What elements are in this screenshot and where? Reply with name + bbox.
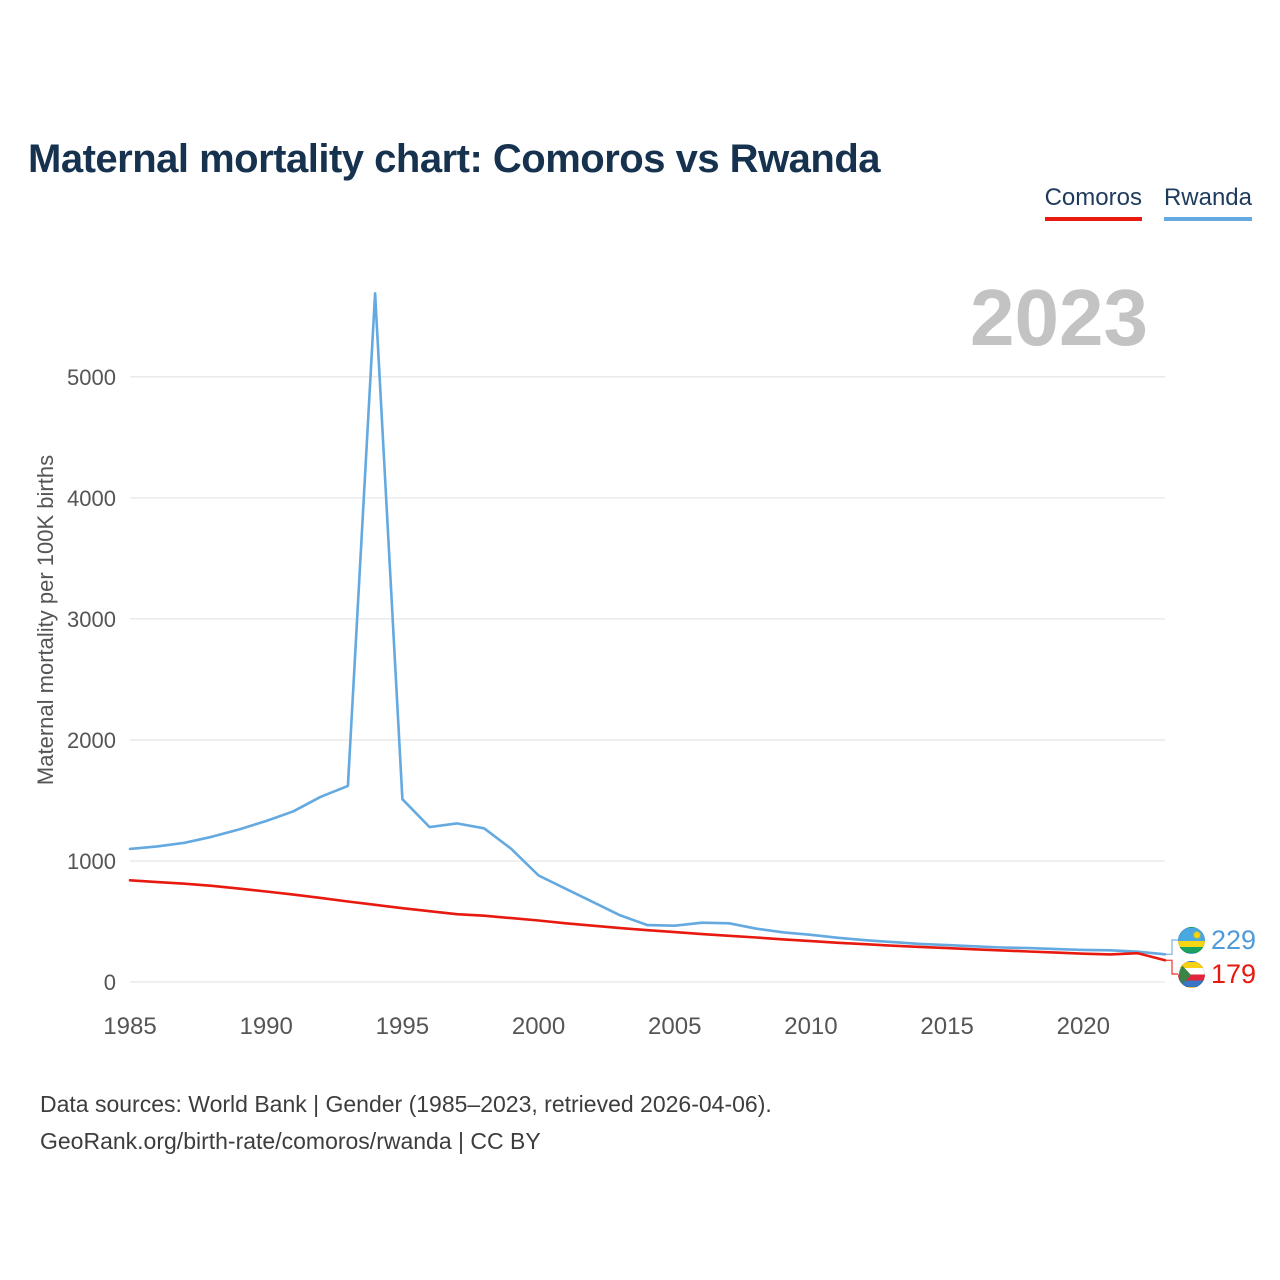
- series-line-rwanda: [128, 291, 1167, 956]
- end-connector-comoros: [1165, 959, 1178, 975]
- source-footer: Data sources: World Bank | Gender (1985–…: [40, 1086, 772, 1160]
- year-watermark: 2023: [970, 273, 1148, 362]
- source-line-1: Data sources: World Bank | Gender (1985–…: [40, 1091, 772, 1117]
- legend-item-rwanda[interactable]: Rwanda: [1163, 184, 1252, 221]
- x-tick-label: 2015: [920, 1013, 973, 1040]
- x-tick-label: 2000: [512, 1013, 565, 1040]
- x-tick-label: 2020: [1057, 1013, 1110, 1040]
- x-tick-label: 1990: [239, 1013, 292, 1040]
- y-tick-label: 2000: [67, 728, 116, 753]
- x-tick-label: 2010: [784, 1013, 837, 1040]
- legend-item-comoros[interactable]: Comoros: [1044, 184, 1142, 221]
- legend: Comoros Rwanda: [1044, 184, 1252, 221]
- end-value-rwanda: 229: [1211, 925, 1257, 955]
- y-tick-label: 1000: [67, 849, 116, 874]
- page-title: Maternal mortality chart: Comoros vs Rwa…: [28, 136, 881, 181]
- x-tick-label: 1985: [103, 1013, 156, 1040]
- series-line-comoros: [128, 878, 1167, 962]
- end-label-rwanda: 229: [1178, 925, 1256, 956]
- y-tick-label: 0: [104, 970, 116, 995]
- end-label-comoros: 179: [1178, 959, 1256, 990]
- end-connector-rwanda: [1165, 939, 1178, 955]
- line-chart: 0 1000 2000 3000 4000 5000 1985 1990 1995 2000 200…: [67, 291, 1178, 1040]
- source-line-2: GeoRank.org/birth-rate/comoros/rwanda | …: [40, 1128, 541, 1154]
- comoros-flag-icon: [1178, 961, 1205, 988]
- y-tick-label: 5000: [67, 365, 116, 390]
- legend-label-rwanda: Rwanda: [1163, 184, 1252, 211]
- y-tick-label: 3000: [67, 607, 116, 632]
- y-tick-label: 4000: [67, 486, 116, 511]
- end-value-comoros: 179: [1211, 959, 1257, 989]
- chart-area: 0 1000 2000 3000 4000 5000 1985 1990 1995 2000 200…: [0, 240, 1280, 1080]
- x-tick-label: 2005: [648, 1013, 701, 1040]
- x-tick-label: 1995: [376, 1013, 429, 1040]
- legend-label-comoros: Comoros: [1044, 184, 1142, 211]
- rwanda-flag-icon: [1178, 927, 1205, 954]
